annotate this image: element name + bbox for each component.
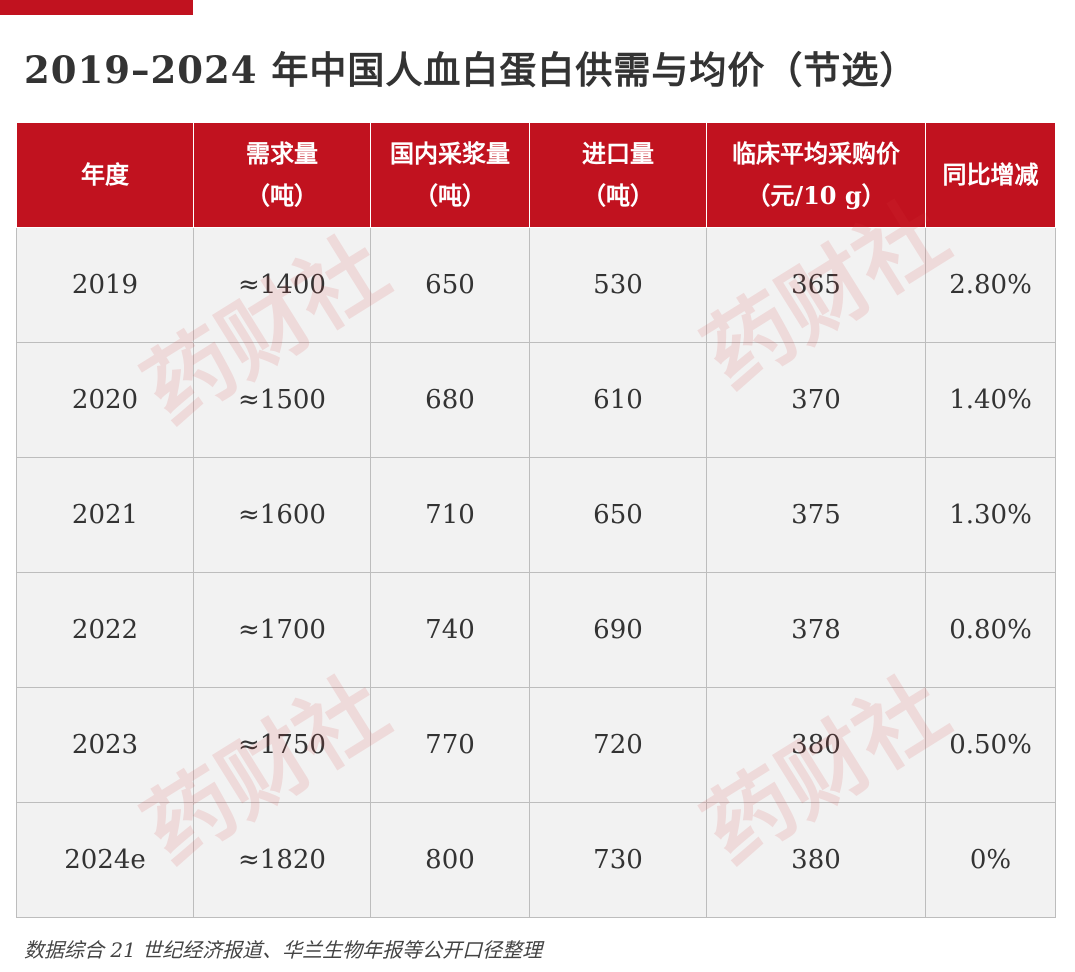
cell-domestic-plasma: 710 — [370, 457, 530, 573]
cell-yoy: 0% — [925, 802, 1056, 918]
data-table-container: 年度 需求量 （吨） 国内采浆量 （吨） 进口量 （吨） 临床平均采购价 （元/… — [16, 122, 1056, 918]
column-header-import: 进口量 （吨） — [529, 122, 707, 228]
cell-demand: ≈1820 — [193, 802, 371, 918]
table-row: 2023 ≈1750 770 720 380 0.50% — [16, 687, 1056, 803]
cell-domestic-plasma: 680 — [370, 342, 530, 458]
cell-domestic-plasma: 650 — [370, 227, 530, 343]
cell-price: 370 — [706, 342, 926, 458]
cell-domestic-plasma: 800 — [370, 802, 530, 918]
cell-yoy: 0.50% — [925, 687, 1056, 803]
column-header-price: 临床平均采购价 （元/10 g） — [706, 122, 926, 228]
cell-yoy: 2.80% — [925, 227, 1056, 343]
cell-domestic-plasma: 770 — [370, 687, 530, 803]
page-title: 2019–2024 年中国人血白蛋白供需与均价（节选） — [24, 48, 918, 92]
data-table: 年度 需求量 （吨） 国内采浆量 （吨） 进口量 （吨） 临床平均采购价 （元/… — [16, 122, 1056, 918]
cell-price: 380 — [706, 802, 926, 918]
cell-demand: ≈1700 — [193, 572, 371, 688]
cell-year: 2021 — [16, 457, 194, 573]
cell-year: 2020 — [16, 342, 194, 458]
cell-price: 375 — [706, 457, 926, 573]
cell-yoy: 1.40% — [925, 342, 1056, 458]
top-accent-bar — [0, 0, 193, 15]
cell-yoy: 0.80% — [925, 572, 1056, 688]
cell-year: 2024e — [16, 802, 194, 918]
cell-price: 380 — [706, 687, 926, 803]
column-header-demand: 需求量 （吨） — [193, 122, 371, 228]
column-header-year: 年度 — [16, 122, 194, 228]
table-row: 2022 ≈1700 740 690 378 0.80% — [16, 572, 1056, 688]
cell-demand: ≈1500 — [193, 342, 371, 458]
cell-year: 2022 — [16, 572, 194, 688]
cell-yoy: 1.30% — [925, 457, 1056, 573]
table-row: 2021 ≈1600 710 650 375 1.30% — [16, 457, 1056, 573]
table-row: 2019 ≈1400 650 530 365 2.80% — [16, 227, 1056, 343]
cell-import: 530 — [529, 227, 707, 343]
table-header-row: 年度 需求量 （吨） 国内采浆量 （吨） 进口量 （吨） 临床平均采购价 （元/… — [16, 122, 1056, 228]
table-row: 2020 ≈1500 680 610 370 1.40% — [16, 342, 1056, 458]
cell-year: 2023 — [16, 687, 194, 803]
column-header-domestic-plasma: 国内采浆量 （吨） — [370, 122, 530, 228]
cell-demand: ≈1600 — [193, 457, 371, 573]
column-header-yoy: 同比增减 — [925, 122, 1056, 228]
cell-year: 2019 — [16, 227, 194, 343]
cell-import: 610 — [529, 342, 707, 458]
cell-demand: ≈1750 — [193, 687, 371, 803]
cell-import: 650 — [529, 457, 707, 573]
cell-import: 730 — [529, 802, 707, 918]
cell-import: 720 — [529, 687, 707, 803]
cell-domestic-plasma: 740 — [370, 572, 530, 688]
source-footnote: 数据综合 21 世纪经济报道、华兰生物年报等公开口径整理 — [24, 938, 543, 962]
cell-import: 690 — [529, 572, 707, 688]
cell-demand: ≈1400 — [193, 227, 371, 343]
cell-price: 365 — [706, 227, 926, 343]
table-row: 2024e ≈1820 800 730 380 0% — [16, 802, 1056, 918]
cell-price: 378 — [706, 572, 926, 688]
